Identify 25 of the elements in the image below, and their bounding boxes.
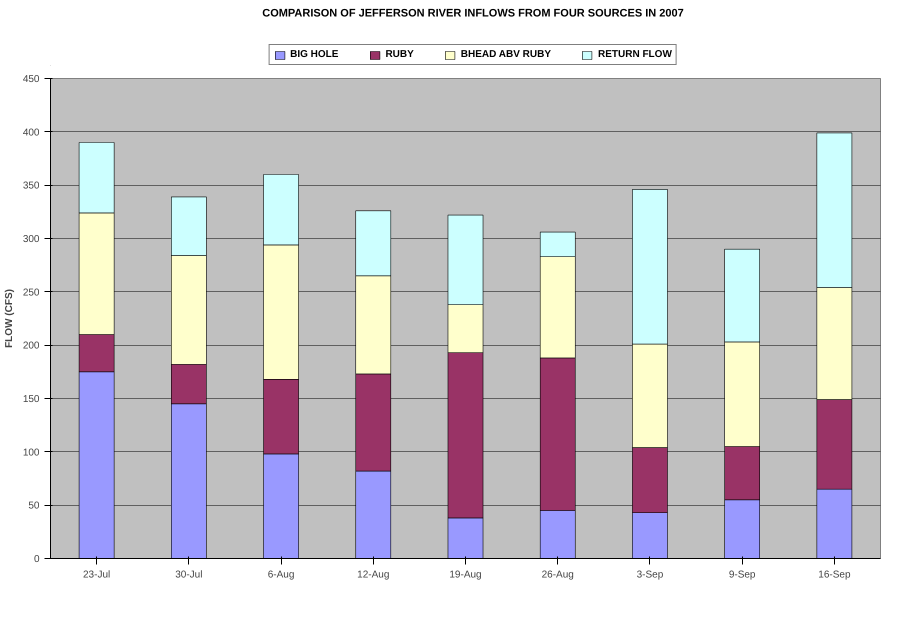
y-tick-label: 450 bbox=[22, 74, 40, 85]
x-tick-label: 26-Aug bbox=[542, 570, 574, 580]
x-tick-label: 19-Aug bbox=[449, 570, 482, 580]
y-tick-label: 300 bbox=[22, 234, 40, 245]
x-tick-label: 30-Jul bbox=[175, 570, 202, 580]
x-tick-label: 6-Aug bbox=[268, 570, 294, 580]
legend-label: RETURN FLOW bbox=[598, 49, 672, 60]
y-tick-label: 200 bbox=[22, 340, 40, 352]
x-tick-label: 23-Jul bbox=[82, 570, 110, 580]
y-tick-label: 250 bbox=[22, 287, 40, 298]
chart-title: COMPARISON OF JEFFERSON RIVER INFLOWS FROM FOUR SOURCES IN 2007 bbox=[262, 8, 684, 20]
y-tick-label: 150 bbox=[22, 394, 40, 405]
y-tick-label: 50 bbox=[28, 500, 40, 512]
x-tick-label: 9-Sep bbox=[728, 570, 756, 580]
x-tick-label: 16-Sep bbox=[818, 570, 851, 580]
legend-label: BIG HOLE bbox=[290, 49, 338, 60]
legend-label: BHEAD ABV RUBY bbox=[460, 49, 551, 60]
y-tick-label: 100 bbox=[22, 447, 40, 458]
y-tick-label: 350 bbox=[22, 180, 40, 192]
y-tick-label: 400 bbox=[22, 127, 40, 138]
y-axis-title: FLOW (CFS) bbox=[4, 289, 15, 348]
x-tick-label: 3-Sep bbox=[636, 570, 664, 580]
x-tick-label: 12-Aug bbox=[357, 570, 390, 580]
legend-label: RUBY bbox=[385, 49, 414, 60]
y-tick-label: 0 bbox=[34, 554, 40, 565]
